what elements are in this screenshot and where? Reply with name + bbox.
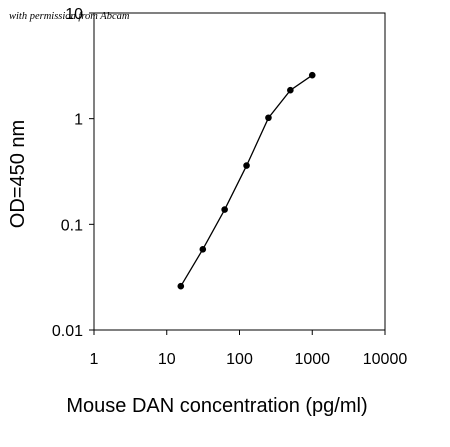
data-point (265, 114, 272, 122)
x-tick-label: 1000 (294, 351, 330, 368)
data-point (199, 246, 207, 253)
x-tick-label: 10000 (363, 351, 408, 368)
data-point (177, 282, 185, 290)
plot-area-frame (93, 12, 386, 331)
data-point (308, 71, 316, 79)
data-point (243, 162, 250, 169)
x-axis-title: Mouse DAN concentration (pg/ml) (66, 395, 367, 417)
x-tick-label: 100 (226, 351, 253, 368)
data-point (221, 206, 228, 213)
y-axis: 0.01 0.1 1 10 (52, 6, 94, 340)
data-point (287, 86, 294, 94)
x-axis: 1 10 100 1000 10000 (90, 330, 408, 368)
y-tick-label: 0.1 (61, 217, 83, 234)
y-tick-label: 0.01 (52, 323, 83, 340)
watermark-text: with permission from Abcam (9, 11, 130, 22)
x-tick-label: 10 (158, 351, 176, 368)
x-tick-label: 1 (90, 351, 99, 368)
series-line (180, 74, 313, 287)
data-markers (177, 71, 316, 290)
y-tick-label: 1 (74, 112, 83, 129)
y-tick-label: 10 (65, 6, 83, 23)
y-axis-title: OD=450 nm (7, 120, 29, 228)
